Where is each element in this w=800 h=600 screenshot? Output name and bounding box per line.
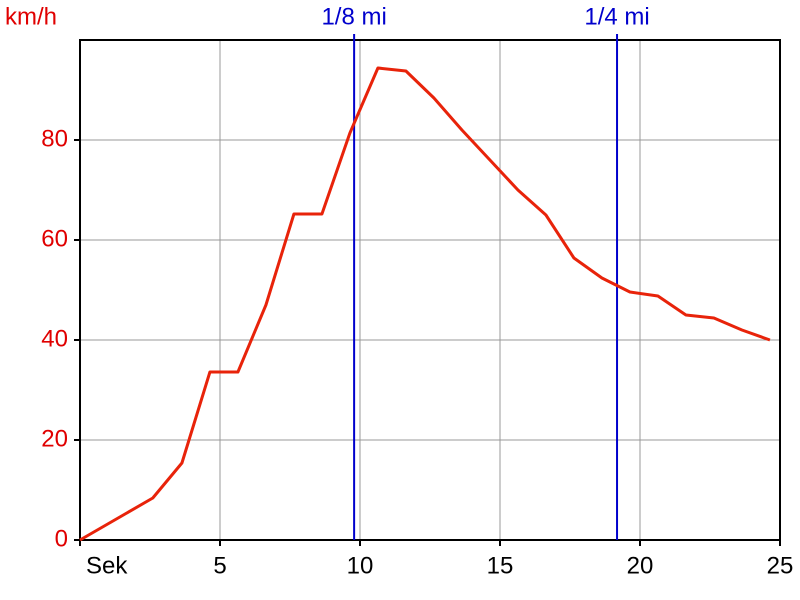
distance-marker-label: 1/8 mi bbox=[321, 3, 386, 30]
x-tick-label: 10 bbox=[347, 552, 374, 579]
x-tick-label: 20 bbox=[627, 552, 654, 579]
x-tick-label: Sek bbox=[86, 552, 128, 579]
y-tick-label: 20 bbox=[41, 425, 68, 452]
speed-line bbox=[79, 66, 771, 542]
x-tick-label: 5 bbox=[213, 552, 226, 579]
distance-marker-label: 1/4 mi bbox=[584, 3, 649, 30]
y-tick-label: 0 bbox=[55, 525, 68, 552]
y-tick-label: 80 bbox=[41, 125, 68, 152]
y-tick-label: 40 bbox=[41, 325, 68, 352]
x-tick-label: 15 bbox=[487, 552, 514, 579]
y-axis-label: km/h bbox=[5, 3, 57, 30]
plot-frame bbox=[79, 39, 781, 541]
y-tick-label: 60 bbox=[41, 225, 68, 252]
x-tick-label: 25 bbox=[767, 552, 794, 579]
